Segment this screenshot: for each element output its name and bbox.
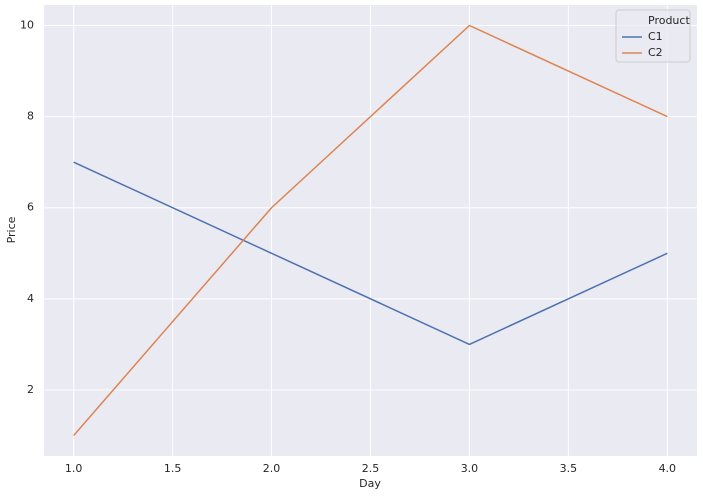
lines	[73, 24, 668, 436]
x-tick-label: 1.0	[65, 462, 83, 475]
x-axis-label: Day	[359, 477, 381, 490]
legend-label: C1	[648, 30, 663, 43]
x-tick-label: 1.5	[164, 462, 182, 475]
y-tick-label: 10	[20, 19, 34, 32]
y-tick-label: 6	[27, 201, 34, 214]
y-tick-label: 8	[27, 110, 34, 123]
legend-label: C2	[648, 46, 663, 59]
x-tick-label: 2.5	[362, 462, 380, 475]
line	[73, 161, 668, 346]
y-axis-label: Price	[5, 216, 18, 243]
y-tick-label: 4	[27, 292, 34, 305]
x-tick-label: 3.0	[461, 462, 479, 475]
line	[73, 24, 668, 436]
x-tick-label: 2.0	[263, 462, 281, 475]
y-tick-label: 2	[27, 383, 34, 396]
x-tick-label: 4.0	[659, 462, 677, 475]
legend-title: Product	[648, 14, 690, 27]
legend: Product C1 C2	[615, 9, 691, 63]
x-tick-label: 3.5	[560, 462, 578, 475]
legend-box	[615, 9, 691, 63]
